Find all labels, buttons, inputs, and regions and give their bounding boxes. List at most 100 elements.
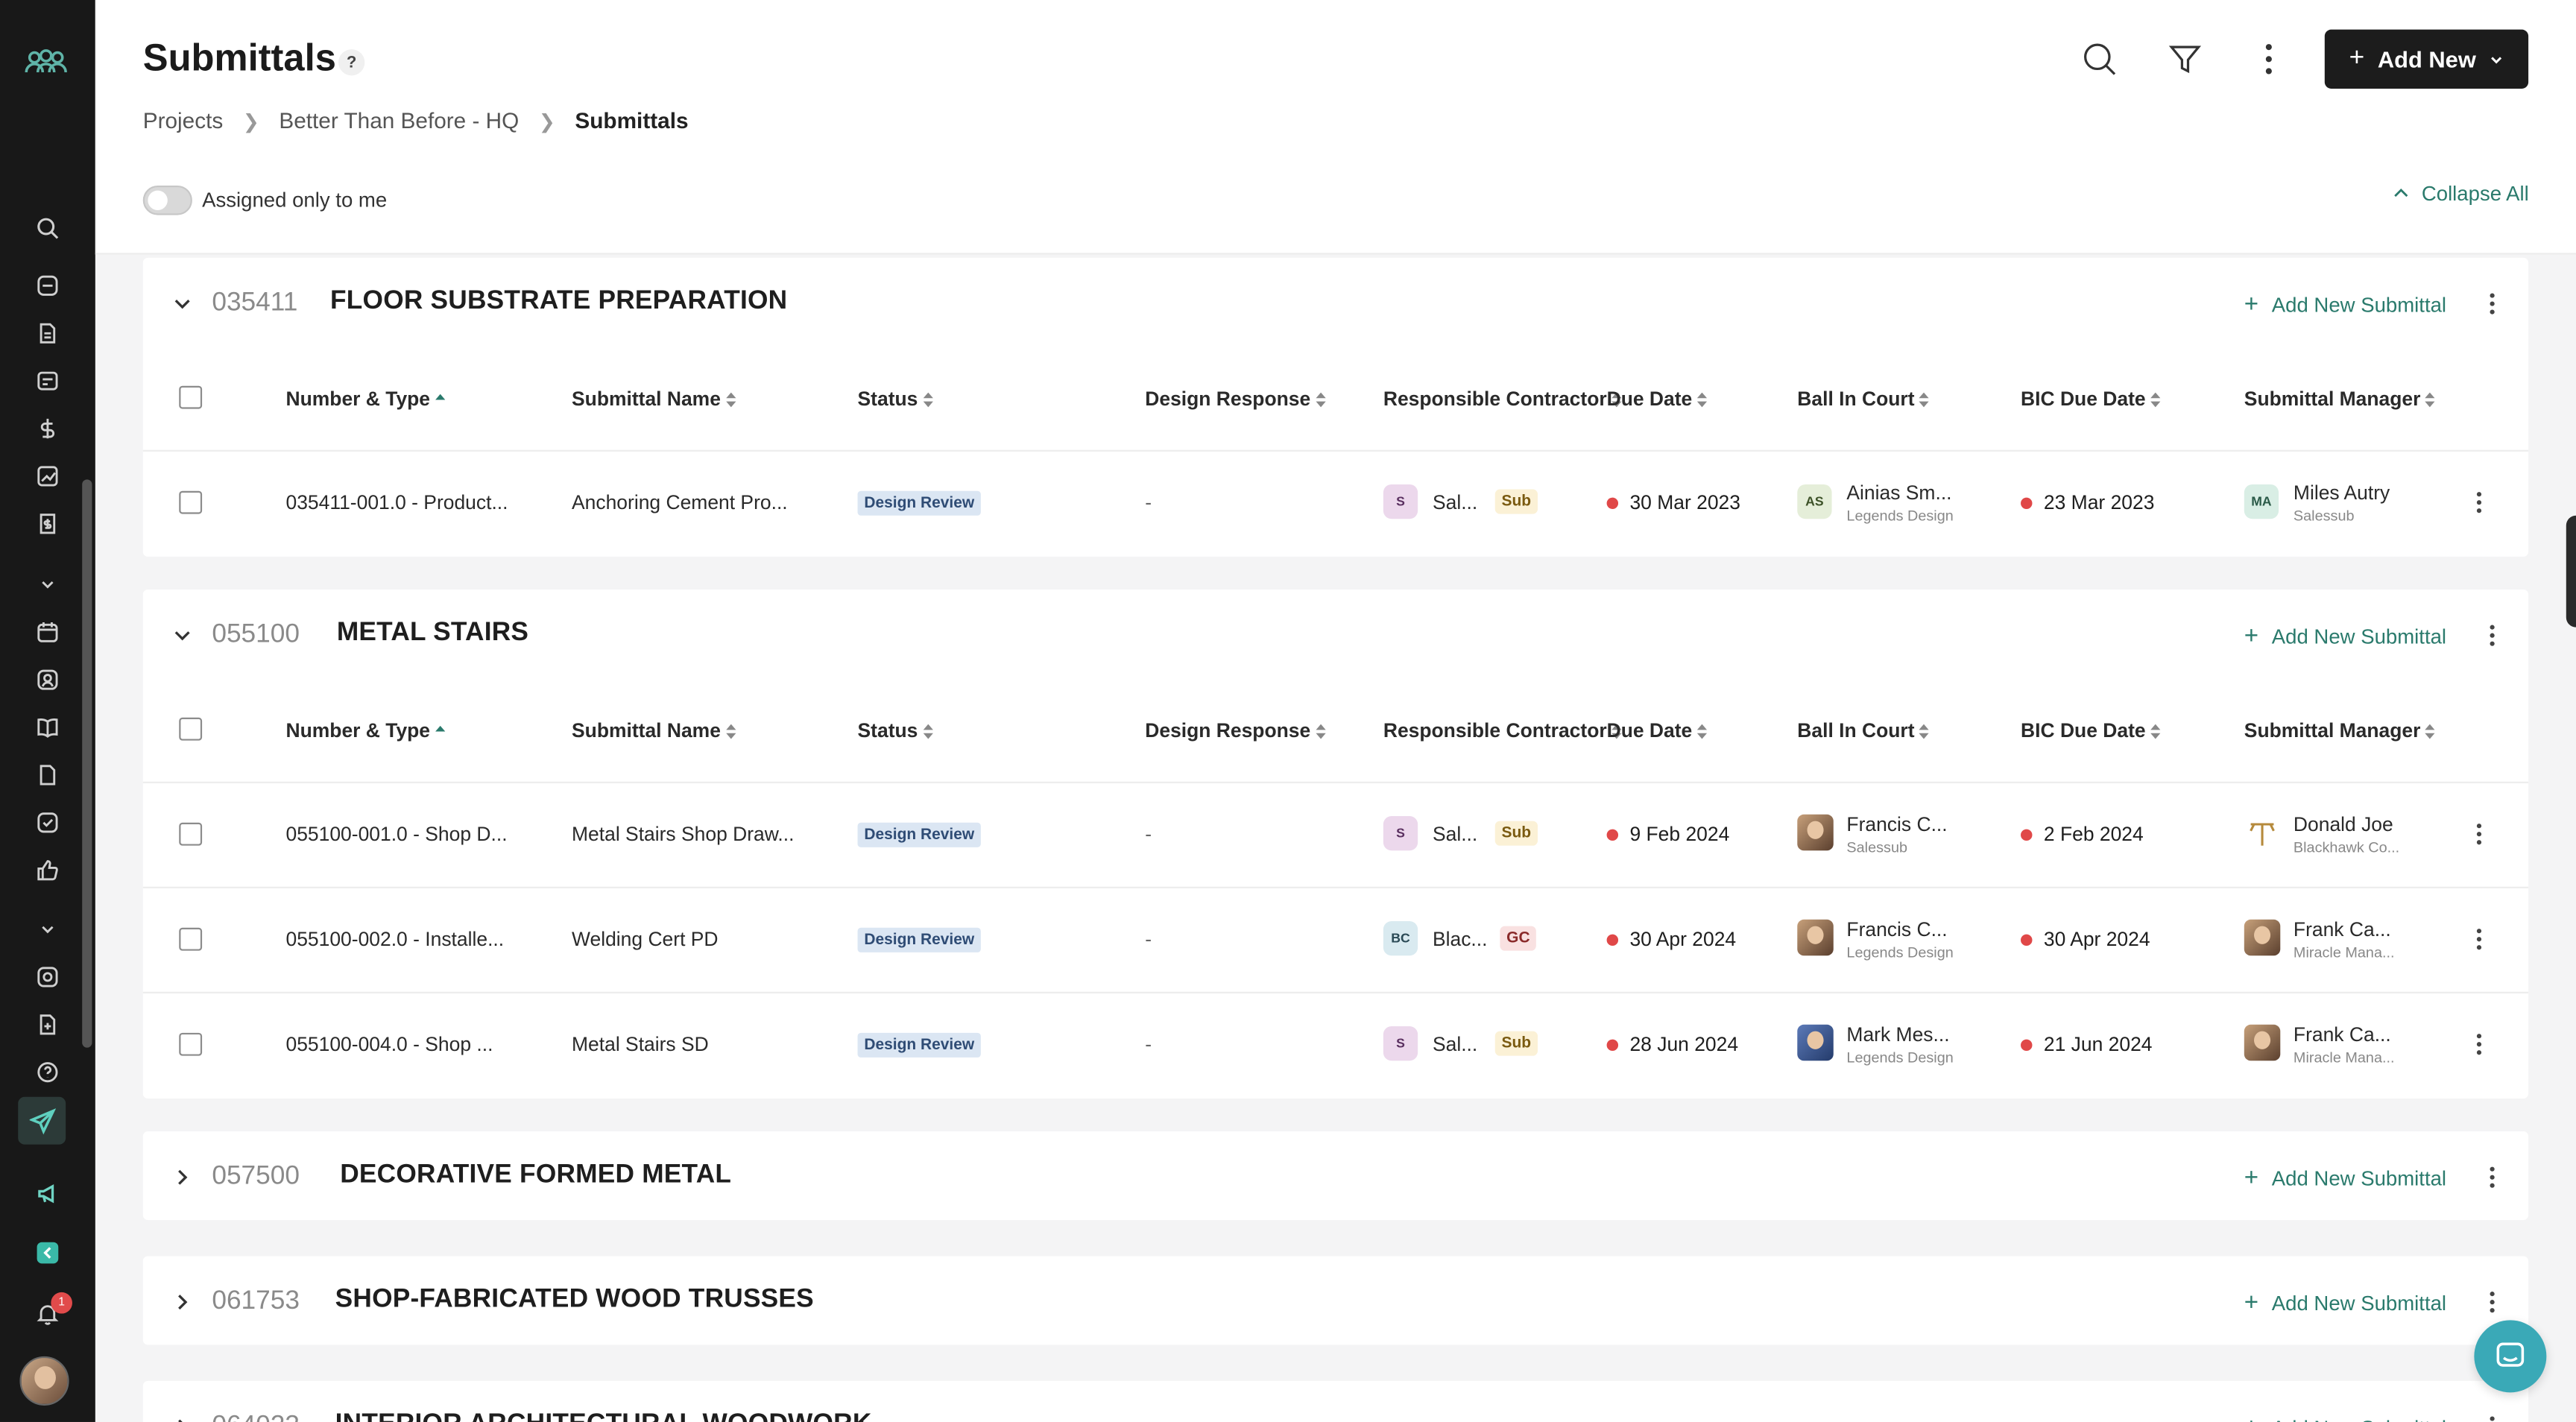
column-header[interactable]: Responsible Contractor (1383, 388, 1622, 411)
submittal-manager[interactable]: Frank Ca... Miracle Mana... (2294, 1023, 2395, 1066)
chevron-right-icon[interactable] (171, 1415, 194, 1422)
submittal-number[interactable]: 055100-002.0 - Installe... (285, 927, 505, 951)
column-header[interactable]: Status (858, 388, 933, 411)
submittal-number[interactable]: 035411-001.0 - Product... (285, 490, 508, 514)
user-avatar[interactable] (19, 1356, 69, 1406)
more-options-icon[interactable] (2479, 1163, 2505, 1192)
contractor-name[interactable]: Sal... (1432, 490, 1478, 514)
search-icon[interactable] (2080, 40, 2119, 79)
select-all-checkbox[interactable] (179, 385, 203, 409)
contractor-name[interactable]: Blac... (1432, 927, 1488, 951)
book-icon[interactable] (31, 711, 64, 744)
row-checkbox[interactable] (179, 490, 203, 514)
column-header[interactable]: BIC Due Date (2021, 719, 2161, 742)
row-more-options-icon[interactable] (2466, 487, 2492, 517)
directory-icon[interactable] (31, 663, 64, 696)
add-new-submittal-button[interactable]: + Add New Submittal (2244, 1164, 2446, 1192)
dashboard-icon[interactable] (31, 269, 64, 302)
column-header[interactable]: Number & Type (286, 388, 445, 411)
table-row[interactable]: 035411-001.0 - Product... Anchoring Cemen… (143, 452, 2528, 557)
row-more-options-icon[interactable] (2466, 819, 2492, 849)
chevron-down-icon[interactable] (31, 568, 64, 601)
submittal-number[interactable]: 055100-004.0 - Shop ... (285, 1032, 493, 1056)
more-options-icon[interactable] (2479, 621, 2505, 651)
file-icon[interactable] (31, 759, 64, 791)
column-header[interactable]: BIC Due Date (2021, 388, 2161, 411)
chevron-down-icon[interactable] (171, 624, 194, 647)
row-more-options-icon[interactable] (2466, 924, 2492, 954)
thumbs-up-icon[interactable] (31, 854, 64, 887)
row-checkbox[interactable] (179, 1032, 203, 1056)
section-header[interactable]: 057500 DECORATIVE FORMED METAL + Add New Su… (143, 1131, 2528, 1223)
add-new-button[interactable]: + Add New (2324, 29, 2529, 89)
column-header[interactable]: Due Date (1607, 719, 1708, 742)
ball-in-court[interactable]: Francis C... Legends Design (1846, 918, 1953, 961)
submittal-name[interactable]: Welding Cert PD (572, 927, 719, 951)
submittal-manager[interactable]: Miles Autry Salessub (2294, 481, 2390, 524)
contractor-name[interactable]: Sal... (1432, 822, 1478, 846)
column-header[interactable]: Design Response (1145, 719, 1326, 742)
column-header[interactable]: Submittal Name (572, 388, 736, 411)
breadcrumb-project[interactable]: Better Than Before - HQ (279, 108, 520, 133)
add-new-submittal-button[interactable]: + Add New Submittal (2244, 622, 2446, 650)
row-more-options-icon[interactable] (2466, 1029, 2492, 1059)
section-header[interactable]: 064023 INTERIOR ARCHITECTURAL WOODWORK + Ad… (143, 1381, 2528, 1422)
submittal-name[interactable]: Anchoring Cement Pro... (572, 490, 788, 514)
table-row[interactable]: 055100-001.0 - Shop D... Metal Stairs Sho… (142, 783, 2529, 888)
section-header[interactable]: 061753 SHOP-FABRICATED WOOD TRUSSES + Add N… (143, 1256, 2528, 1347)
chevron-right-icon[interactable] (171, 1291, 194, 1314)
collapse-all-button[interactable]: Collapse All (2392, 183, 2529, 205)
add-new-submittal-button[interactable]: + Add New Submittal (2244, 1289, 2446, 1317)
breadcrumb-projects[interactable]: Projects (142, 108, 224, 133)
chevron-down-icon[interactable] (31, 913, 64, 946)
column-header[interactable]: Design Response (1145, 388, 1326, 411)
submittals-send-icon[interactable] (18, 1096, 66, 1145)
calendar-icon[interactable] (31, 616, 64, 648)
checklist-icon[interactable] (31, 806, 64, 839)
add-new-submittal-button[interactable]: + Add New Submittal (2244, 291, 2446, 318)
ball-in-court[interactable]: Francis C... Salessub (1846, 813, 1947, 856)
column-header[interactable]: Submittal Name (572, 719, 736, 742)
submittal-manager[interactable]: Frank Ca... Miracle Mana... (2294, 918, 2395, 961)
row-checkbox[interactable] (179, 822, 203, 846)
more-options-icon[interactable] (2479, 1287, 2505, 1317)
filter-icon[interactable] (2165, 40, 2205, 79)
column-header[interactable]: Ball In Court (1797, 388, 1930, 411)
document-icon[interactable] (31, 317, 64, 350)
help-icon[interactable]: ? (338, 49, 365, 76)
megaphone-icon[interactable] (31, 1178, 64, 1210)
assigned-only-toggle[interactable] (142, 185, 192, 215)
ball-in-court[interactable]: Ainias Sm... Legends Design (1846, 481, 1953, 524)
chart-icon[interactable] (31, 460, 64, 493)
sidebar-scrollbar[interactable] (82, 479, 92, 1048)
help-circle-icon[interactable] (31, 1056, 64, 1089)
budget-icon[interactable] (31, 412, 64, 445)
table-row[interactable]: 055100-004.0 - Shop ... Metal Stairs SD De… (143, 993, 2528, 1099)
report-icon[interactable] (31, 1008, 64, 1041)
submittal-manager[interactable]: Donald Joe Blackhawk Co... (2294, 813, 2399, 856)
invoice-icon[interactable] (31, 508, 64, 540)
submittal-name[interactable]: Metal Stairs SD (572, 1032, 709, 1056)
search-icon[interactable] (31, 212, 64, 244)
column-header[interactable]: Ball In Court (1797, 719, 1930, 742)
column-header[interactable]: Responsible Contractor (1383, 719, 1622, 742)
column-header[interactable]: Due Date (1607, 388, 1708, 411)
drawings-icon[interactable] (31, 364, 64, 397)
chevron-right-icon[interactable] (171, 1166, 194, 1189)
table-row[interactable]: 055100-002.0 - Installe... Welding Cert P… (142, 888, 2529, 993)
chevron-down-icon[interactable] (171, 292, 194, 315)
collapse-sidebar-icon[interactable] (31, 1236, 64, 1269)
more-options-icon[interactable] (2479, 289, 2505, 319)
contractor-name[interactable]: Sal... (1432, 1032, 1478, 1056)
column-header[interactable]: Submittal Manager (2244, 719, 2436, 742)
more-options-icon[interactable] (2249, 40, 2288, 79)
chat-icon[interactable] (2474, 1320, 2547, 1393)
side-panel-tab[interactable] (2566, 515, 2576, 628)
row-checkbox[interactable] (179, 927, 203, 951)
section-header[interactable]: 035411 FLOOR SUBSTRATE PREPARATION + Add Ne… (143, 258, 2528, 350)
submittal-name[interactable]: Metal Stairs Shop Draw... (572, 822, 795, 846)
bell-icon[interactable] (31, 1298, 64, 1330)
add-new-submittal-button[interactable]: + Add New Submittal (2244, 1414, 2446, 1422)
select-all-checkbox[interactable] (179, 717, 203, 741)
column-header[interactable]: Number & Type (286, 719, 445, 742)
